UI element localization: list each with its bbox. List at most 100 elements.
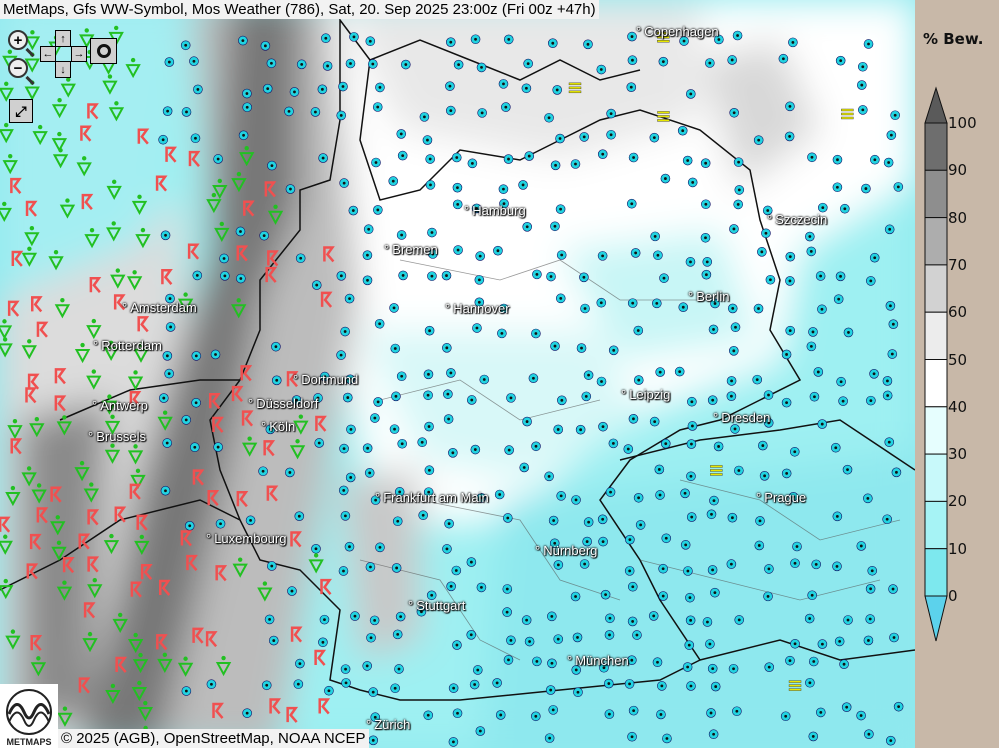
shower-symbol-icon xyxy=(48,256,64,271)
drizzle-dot-icon xyxy=(637,378,641,382)
shower-dot-icon xyxy=(8,153,13,159)
screenshot-button[interactable] xyxy=(90,38,117,64)
drizzle-dot-icon xyxy=(214,353,217,356)
drizzle-dot-icon xyxy=(632,156,635,159)
drizzle-dot-icon xyxy=(837,297,841,301)
shower-symbol-icon xyxy=(106,185,122,200)
shower-dot-icon xyxy=(132,270,137,275)
thunderstorm-symbol-icon xyxy=(212,416,224,433)
drizzle-dot-icon xyxy=(549,275,553,278)
pan-down-button[interactable]: ↓ xyxy=(55,61,71,78)
drizzle-dot-icon xyxy=(634,251,638,255)
shower-dot-icon xyxy=(162,652,168,658)
drizzle-dot-icon xyxy=(393,347,397,350)
shower-symbol-icon xyxy=(51,138,68,153)
drizzle-dot-icon xyxy=(289,187,292,191)
drizzle-dot-icon xyxy=(861,108,865,112)
drizzle-dot-icon xyxy=(321,640,325,644)
drizzle-dot-icon xyxy=(712,499,716,503)
drizzle-dot-icon xyxy=(788,279,792,283)
zoom-out-button[interactable]: − xyxy=(8,58,28,78)
shower-symbol-icon xyxy=(0,343,13,358)
drizzle-dot-icon xyxy=(473,448,477,451)
shower-symbol-icon xyxy=(130,474,146,489)
drizzle-dot-icon xyxy=(888,304,892,308)
drizzle-dot-icon xyxy=(583,307,587,310)
drizzle-dot-icon xyxy=(896,185,900,189)
fog-symbol-icon xyxy=(657,119,670,122)
pan-right-button[interactable]: → xyxy=(71,46,87,62)
shower-dot-icon xyxy=(12,418,18,424)
shower-symbol-icon xyxy=(126,276,143,291)
fullscreen-button[interactable]: ⤢ xyxy=(9,99,33,123)
drizzle-dot-icon xyxy=(897,705,901,709)
drizzle-dot-icon xyxy=(636,329,640,332)
drizzle-dot-icon xyxy=(551,41,555,45)
pan-left-button[interactable]: ← xyxy=(40,46,56,62)
drizzle-dot-icon xyxy=(691,181,695,184)
drizzle-dot-icon xyxy=(371,738,375,742)
thunderstorm-symbol-icon xyxy=(323,246,335,263)
drizzle-dot-icon xyxy=(297,514,301,518)
drizzle-dot-icon xyxy=(626,447,630,451)
fog-symbol-icon xyxy=(657,111,670,114)
fog-symbol-icon xyxy=(788,684,802,687)
drizzle-dot-icon xyxy=(400,233,404,237)
thunderstorm-symbol-icon xyxy=(236,245,249,262)
drizzle-dot-icon xyxy=(661,60,665,64)
drizzle-dot-icon xyxy=(889,133,893,137)
shower-symbol-icon xyxy=(57,712,73,727)
thunderstorm-symbol-icon xyxy=(318,698,331,715)
drizzle-dot-icon xyxy=(767,665,771,669)
drizzle-dot-icon xyxy=(556,428,560,431)
drizzle-dot-icon xyxy=(428,329,431,333)
drizzle-dot-icon xyxy=(349,427,353,431)
shower-symbol-icon xyxy=(0,325,13,340)
city-label: Frankfurt am Main xyxy=(375,490,488,505)
drizzle-dot-icon xyxy=(873,158,877,162)
drizzle-dot-icon xyxy=(317,441,321,445)
thunderstorm-symbol-icon xyxy=(236,491,249,508)
city-label: Szczecin xyxy=(767,212,827,227)
drizzle-dot-icon xyxy=(352,35,356,39)
drizzle-dot-icon xyxy=(342,489,346,492)
drizzle-dot-icon xyxy=(184,418,188,422)
drizzle-dot-icon xyxy=(192,59,196,63)
legend-label: 10 xyxy=(948,539,968,558)
drizzle-dot-icon xyxy=(470,398,474,402)
fog-symbol-icon xyxy=(568,86,582,90)
drizzle-dot-icon xyxy=(274,345,278,349)
thunderstorm-symbol-icon xyxy=(78,677,91,694)
drizzle-dot-icon xyxy=(449,109,453,113)
shower-symbol-icon xyxy=(214,227,230,243)
city-label: Bremen xyxy=(384,242,438,257)
fullscreen-icon: ⤢ xyxy=(15,102,27,119)
city-label: Prague xyxy=(756,490,806,505)
drizzle-dot-icon xyxy=(554,163,557,167)
drizzle-dot-icon xyxy=(819,711,823,714)
drizzle-dot-icon xyxy=(711,667,715,671)
thunderstorm-symbol-icon xyxy=(25,387,37,404)
pan-up-button[interactable]: ↑ xyxy=(55,30,71,47)
legend-label: 0 xyxy=(948,587,958,605)
drizzle-dot-icon xyxy=(601,152,605,156)
legend-under-arrow xyxy=(924,595,948,642)
thunderstorm-symbol-icon xyxy=(187,243,200,260)
fog-symbol-icon xyxy=(788,680,802,683)
drizzle-dot-icon xyxy=(611,441,615,445)
legend-label: 40 xyxy=(948,397,968,416)
shower-symbol-icon xyxy=(127,450,144,465)
drizzle-dot-icon xyxy=(369,565,372,569)
drizzle-dot-icon xyxy=(245,105,249,109)
drizzle-dot-icon xyxy=(559,296,563,300)
thunderstorm-symbol-icon xyxy=(7,300,20,317)
shower-dot-icon xyxy=(211,192,217,198)
zoom-in-button[interactable]: + xyxy=(8,30,28,50)
thunderstorm-symbol-icon xyxy=(243,200,255,217)
shower-dot-icon xyxy=(91,369,97,374)
drizzle-dot-icon xyxy=(496,249,500,253)
drizzle-dot-icon xyxy=(349,476,353,479)
weather-map[interactable]: MetMaps, Gfs WW-Symbol, Mos Weather (786… xyxy=(0,0,915,748)
drizzle-dot-icon xyxy=(507,658,510,662)
city-label: Dresden xyxy=(713,410,770,425)
